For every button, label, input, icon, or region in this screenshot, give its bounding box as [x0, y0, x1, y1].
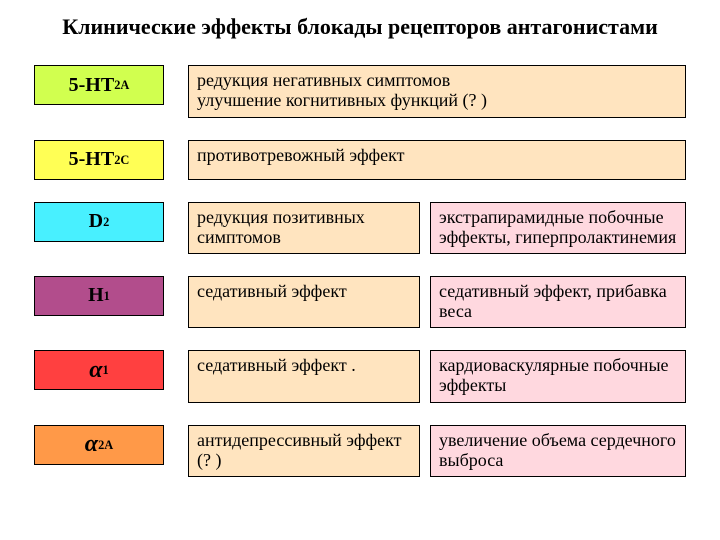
receptor-label: H1 — [34, 276, 164, 316]
effect-cell: редукция позитивных симптомов — [188, 202, 420, 254]
table-row: 5-HT2A редукция негативных симптомов улуч… — [34, 65, 686, 117]
effects-container: редукция позитивных симптомовэкстрапирам… — [188, 202, 686, 254]
effect-cell: седативный эффект, прибавка веса — [430, 276, 686, 328]
table-row: 5-HT2C противотревожный эффект — [34, 140, 686, 180]
page-title: Клинические эффекты блокады рецепторов а… — [34, 14, 686, 39]
rows-container: 5-HT2A редукция негативных симптомов улуч… — [34, 65, 686, 477]
receptor-label: 5-HT2C — [34, 140, 164, 180]
effect-cell: экстрапирамидные побочные эффекты, гипер… — [430, 202, 686, 254]
receptor-label: D2 — [34, 202, 164, 242]
effects-container: седативный эффектседативный эффект, приб… — [188, 276, 686, 328]
table-row: H1 седативный эффектседативный эффект, пр… — [34, 276, 686, 328]
effects-container: антидепрессивный эффект (? )увеличение о… — [188, 425, 686, 477]
effect-cell: седативный эффект . — [188, 350, 420, 402]
effects-container: седативный эффект .кардиоваскулярные поб… — [188, 350, 686, 402]
effect-cell: кардиоваскулярные побочные эффекты — [430, 350, 686, 402]
table-row: D2 редукция позитивных симптомовэкстрапир… — [34, 202, 686, 254]
effects-container: противотревожный эффект — [188, 140, 686, 180]
effect-cell: седативный эффект — [188, 276, 420, 328]
receptor-label: α1 — [34, 350, 164, 390]
effect-cell: антидепрессивный эффект (? ) — [188, 425, 420, 477]
page: Клинические эффекты блокады рецепторов а… — [0, 0, 720, 540]
effect-cell: редукция негативных симптомов улучшение … — [188, 65, 686, 117]
table-row: α2A антидепрессивный эффект (? )увеличени… — [34, 425, 686, 477]
table-row: α1 седативный эффект .кардиоваскулярные п… — [34, 350, 686, 402]
effect-cell: увеличение объема сердечного выброса — [430, 425, 686, 477]
effects-container: редукция негативных симптомов улучшение … — [188, 65, 686, 117]
receptor-label: 5-HT2A — [34, 65, 164, 105]
receptor-label: α2A — [34, 425, 164, 465]
effect-cell: противотревожный эффект — [188, 140, 686, 180]
